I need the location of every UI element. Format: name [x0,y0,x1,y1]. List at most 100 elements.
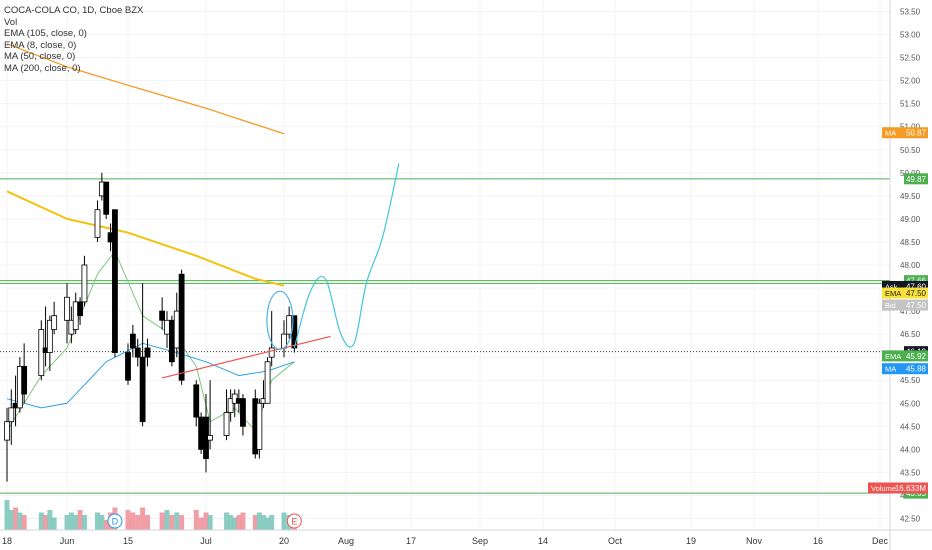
price-tick-label: 46.50 [900,330,921,339]
trend-line [161,335,331,379]
volume-bar [135,515,141,530]
event-marker [107,513,123,529]
candle-body [207,435,214,441]
price-label-name: EMA [885,352,901,361]
volume-bar [260,515,266,530]
symbol-title[interactable]: COCA-COLA CO, 1D, Cboe BZX [4,5,144,16]
candle-body [168,319,175,363]
price-label-bg [882,127,928,139]
volume-bar [207,515,213,530]
volume-bar [159,512,165,530]
time-tick-label: 17 [406,536,416,546]
candle-body [64,296,70,321]
event-marker-label: D [112,517,119,527]
price-tick-label: 48.50 [900,238,921,247]
projection-path [293,163,400,349]
candle-body [77,301,83,317]
candle-body [227,398,234,413]
price-tick-label: 49.50 [900,192,921,201]
price-tick-label: 49.00 [900,215,921,224]
time-tick-label: Oct [608,536,623,546]
price-tick-label: 50.50 [900,146,921,155]
price-label-bg [882,363,928,375]
volume-bar [95,512,100,530]
volume-bar [17,512,23,530]
candle-body [81,264,88,303]
time-tick-label: 19 [686,536,696,546]
volume-bar [8,510,14,530]
volume-bar [169,515,175,530]
candle-body [112,209,118,353]
volume-bar [81,515,87,530]
price-label-bg [904,275,928,287]
price-label-bg [882,350,928,362]
volume-bar [193,510,199,530]
candle-body [159,310,166,321]
volume-bar [240,512,246,530]
time-tick-label: 18 [2,536,12,546]
volume-label-bg [868,482,928,494]
price-tick-label: 52.00 [900,77,921,86]
volume-bar [198,517,204,530]
highlight-ellipse [266,290,294,350]
candle-body [178,273,185,381]
volume-label-name: Volume [871,484,896,493]
candle-body [144,347,151,358]
volume-bar [269,515,275,530]
volume-bar [51,517,57,530]
time-tick-label: Sep [472,536,488,546]
candle-body [286,315,293,335]
price-label-value: 49.87 [906,175,927,184]
candle-body [21,365,28,395]
price-tick-label: 44.50 [900,422,921,431]
legend-vol[interactable]: Vol [4,16,18,28]
volume-bar [21,515,27,530]
price-tick-label: 44.00 [900,445,921,454]
candle-body [193,384,200,418]
volume-bar [228,515,234,530]
volume-bar [4,500,10,530]
price-axis-bg [890,0,932,550]
time-tick-label: Jun [60,536,75,546]
volume-bar [125,510,131,530]
price-tick-label: 48.00 [900,261,921,270]
volume-bar [13,507,19,530]
legend-ma200[interactable]: MA (200, close, 0) [4,62,81,74]
volume-bar [281,512,287,530]
volume-bar [43,515,49,530]
price-label-value: 43.05 [906,489,927,498]
price-label-name: Bid [885,301,896,310]
candle-body [94,209,101,238]
price-label-value: 45.88 [906,365,927,374]
price-tick-label: 51.50 [900,100,921,109]
time-tick-label: 20 [279,536,289,546]
time-tick-label: 16 [813,536,823,546]
volume-bar [130,512,136,530]
legend-ema105[interactable]: EMA (105, close, 0) [4,28,87,39]
volume-bar [256,512,262,530]
price-label-value: 47.50 [906,301,927,310]
legend-ema8[interactable]: EMA (8, close, 0) [4,39,77,51]
price-tick-label: 45.00 [900,399,921,408]
price-tick-label: 47.00 [900,307,921,316]
volume-bar [265,517,271,530]
candle-body [240,398,246,427]
legend-ma50[interactable]: MA (50, close, 0) [4,51,76,62]
candle-body [51,315,58,330]
candle-body [223,412,230,436]
ma50-line [6,342,295,409]
candle-body [164,319,170,335]
candle-body [268,347,275,358]
price-label-bg [882,287,928,299]
volume-bar [103,520,109,530]
price-tick-label: 53.00 [900,31,921,40]
price-tick-label: 45.50 [900,376,921,385]
candle-body [8,407,15,423]
volume-bar [252,515,258,530]
volume-bar [145,515,150,530]
volume-bar [99,515,105,530]
ema105-line [6,190,285,287]
price-label-name: MA [885,365,896,374]
